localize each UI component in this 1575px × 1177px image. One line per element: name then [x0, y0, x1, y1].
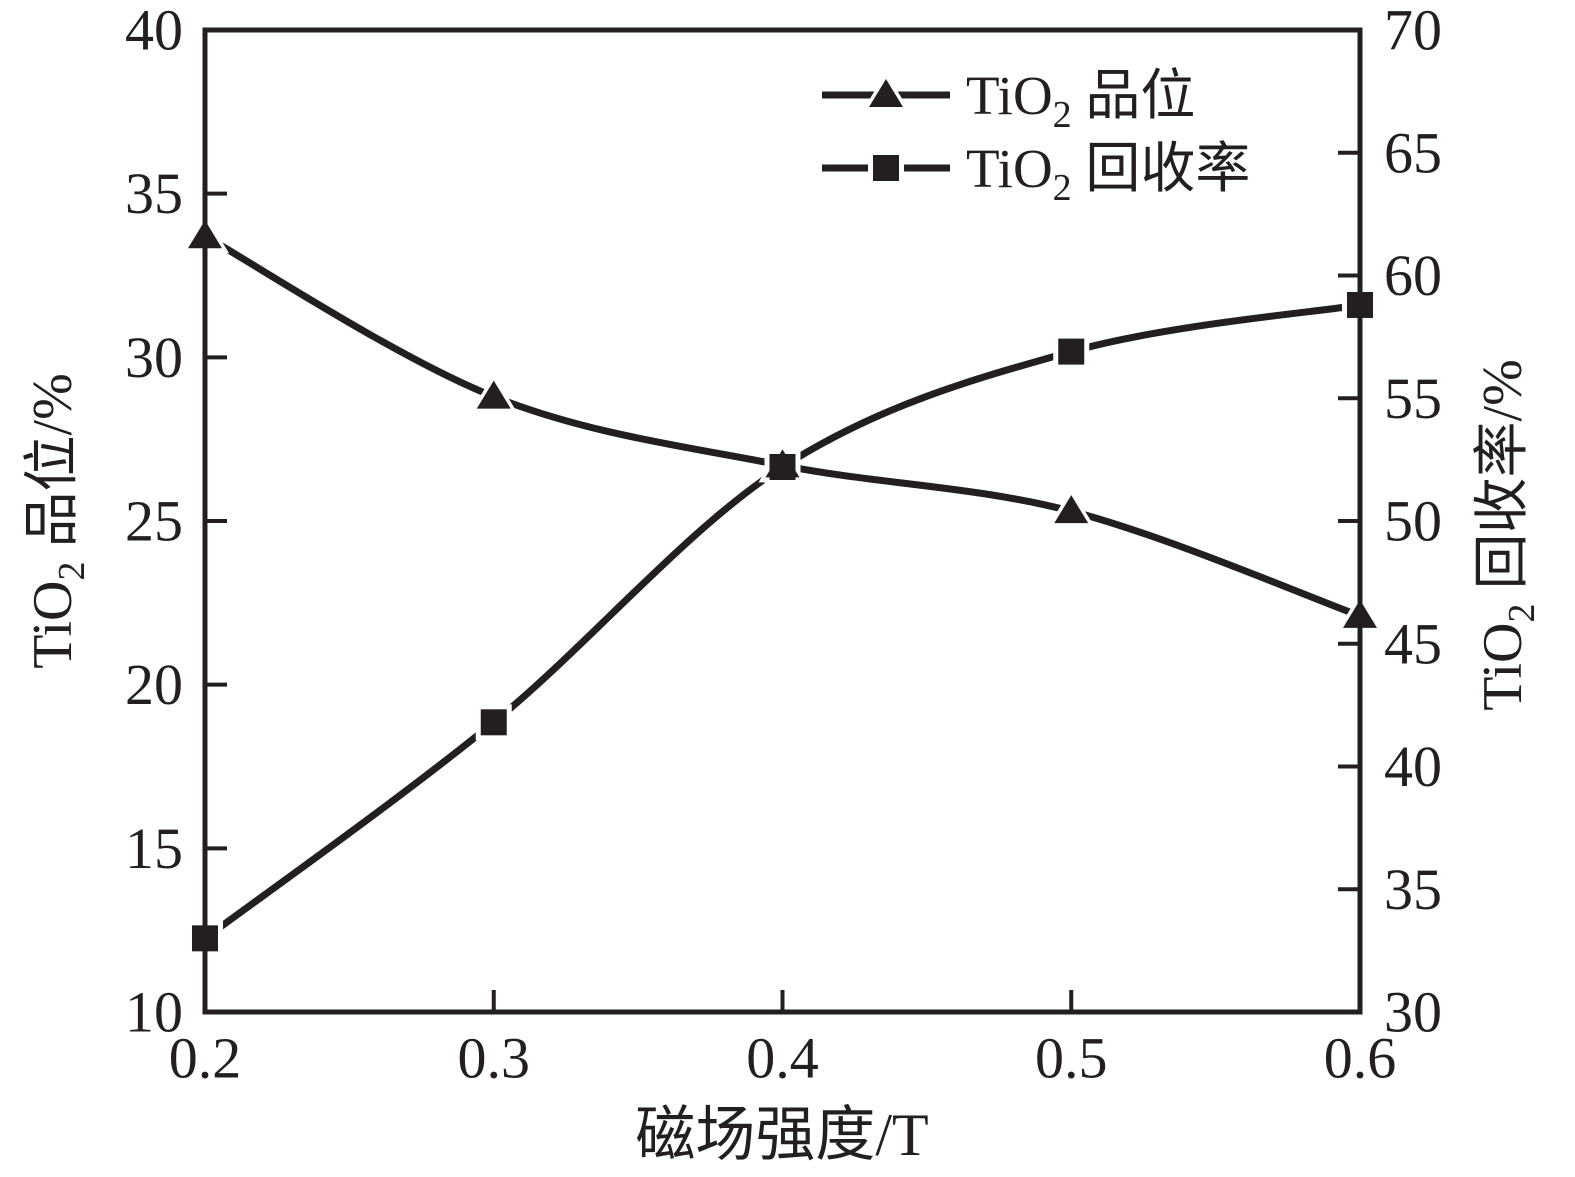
square-marker	[192, 925, 218, 952]
legend-label-recovery: TiO2 回收率	[966, 138, 1250, 209]
right-axis-tick-label: 50	[1384, 489, 1442, 554]
legend: TiO2 品位 TiO2 回收率	[822, 65, 1250, 209]
left-axis-tick-label: 40	[125, 0, 183, 63]
square-marker	[1058, 338, 1085, 365]
right-axis-tick-label: 30	[1384, 980, 1442, 1045]
left-axis-label: TiO2 品位/%	[22, 373, 93, 668]
legend-grade-subscript: 2	[1053, 94, 1072, 136]
left-axis-label-formula: TiO	[22, 580, 84, 668]
legend-recovery-formula: TiO	[966, 138, 1053, 199]
square-marker	[1347, 291, 1373, 318]
right-axis-label: TiO2 回收率/%	[1472, 359, 1543, 710]
triangle-marker	[1054, 495, 1089, 524]
left-axis-tick-label: 10	[125, 980, 183, 1045]
right-axis-tick-label: 60	[1384, 243, 1442, 308]
square-marker	[480, 709, 507, 736]
series-curve-recovery	[202, 301, 1361, 942]
triangle-marker	[1343, 599, 1377, 628]
right-axis-tick-label: 55	[1384, 366, 1442, 431]
right-axis-label-subscript: 2	[1501, 603, 1543, 622]
left-axis-tick-label: 25	[125, 489, 183, 554]
legend-item-grade: TiO2 品位	[822, 65, 1195, 136]
plot-frame	[202, 27, 1363, 1015]
legend-recovery-text: 回收率	[1072, 138, 1251, 199]
series-curve-grade	[203, 233, 1362, 620]
left-axis-label-text: 品位/%	[22, 373, 84, 561]
right-axis-label-text: 回收率/%	[1472, 359, 1534, 603]
legend-grade-formula: TiO	[966, 65, 1053, 126]
triangle-marker	[188, 220, 222, 249]
left-axis-tick-label: 20	[125, 652, 183, 717]
x-axis-tick-label: 0.4	[746, 1026, 819, 1091]
x-axis-tick-label: 0.3	[458, 1026, 531, 1091]
legend-triangle-marker	[869, 79, 903, 107]
legend-grade-text: 品位	[1072, 65, 1196, 126]
x-axis-tick-label: 0.2	[169, 1026, 242, 1091]
right-axis-tick-label: 40	[1384, 734, 1442, 799]
square-marker	[769, 453, 796, 480]
left-axis-tick-label: 15	[125, 816, 183, 881]
legend-item-recovery: TiO2 回收率	[822, 138, 1250, 209]
x-axis-tick-label: 0.6	[1324, 1026, 1397, 1091]
right-axis-tick-label: 65	[1384, 120, 1442, 185]
right-axis-label-formula: TiO	[1472, 622, 1534, 710]
legend-square-marker	[873, 155, 899, 181]
left-axis-tick-label: 30	[125, 325, 183, 390]
plot-area: 10 15 20 25 30 35 40 30 35 40 45 50 55 60 65 70 0.2 0.3 0.…	[125, 0, 1442, 1091]
right-axis-tick-label: 35	[1384, 857, 1442, 922]
triangle-marker	[476, 380, 511, 409]
legend-recovery-subscript: 2	[1053, 167, 1072, 209]
left-axis-label-subscript: 2	[51, 561, 93, 580]
right-axis-tick-label: 70	[1384, 0, 1442, 63]
x-axis-label: 磁场强度/T	[635, 1102, 928, 1168]
left-axis-tick-label: 35	[125, 161, 183, 226]
x-axis-tick-label: 0.5	[1035, 1026, 1108, 1091]
legend-label-grade: TiO2 品位	[966, 65, 1195, 136]
right-axis-tick-label: 45	[1384, 611, 1442, 676]
